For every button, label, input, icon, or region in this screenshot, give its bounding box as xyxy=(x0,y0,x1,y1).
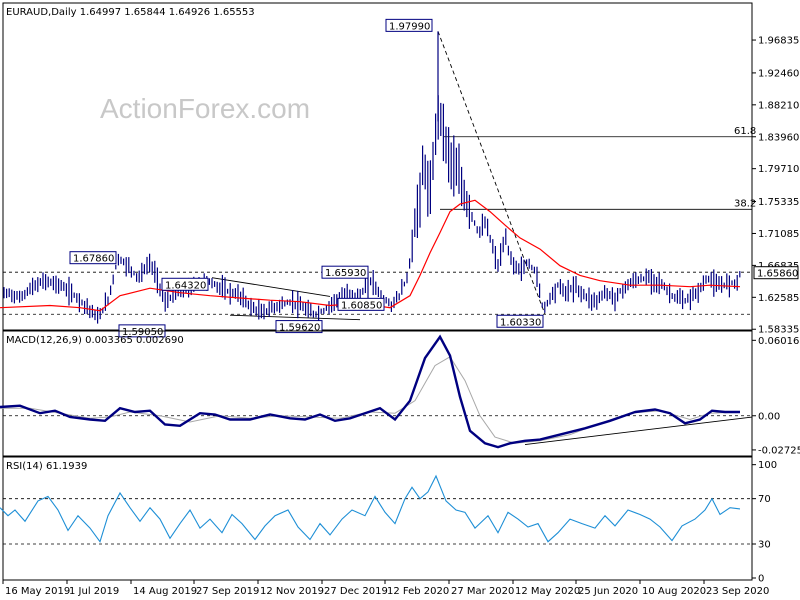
fib-label: 38.2 xyxy=(734,198,756,209)
price-tick-label: 1.83960 xyxy=(758,132,799,143)
rsi-title: RSI(14) 61.1939 xyxy=(6,461,87,472)
price-label-text: 1.60330 xyxy=(500,317,541,328)
price-tick-label: 1.92460 xyxy=(758,68,799,79)
macd-tick-label: -0.02725 xyxy=(758,445,800,456)
price-label-text: 1.60850 xyxy=(341,300,382,311)
price-tick-label: 1.71085 xyxy=(758,229,799,240)
x-tick-label: 14 Aug 2019 xyxy=(133,586,197,597)
rsi-line xyxy=(0,474,741,543)
rsi-pane: RSI(14) 61.1939 100 70 30 0 xyxy=(0,456,777,585)
macd-line xyxy=(0,334,740,449)
rsi-tick-label: 70 xyxy=(758,494,771,505)
macd-frame xyxy=(2,330,753,457)
x-tick-label: 16 May 2019 xyxy=(5,586,70,597)
moving-average-line xyxy=(0,199,741,312)
x-tick-label: 12 Feb 2020 xyxy=(387,586,449,597)
price-label-text: 1.59050 xyxy=(122,327,163,338)
price-label-box xyxy=(496,314,544,328)
fib-label: 61.8 xyxy=(734,126,756,137)
price-label-box xyxy=(337,297,385,311)
macd-pane: MACD(12,26,9) 0.003365 0.002690 0.060165 0… xyxy=(0,330,800,457)
x-tick-label: 12 Nov 2019 xyxy=(260,586,324,597)
x-tick-label: 27 Dec 2019 xyxy=(324,586,388,597)
price-label-box xyxy=(275,320,323,334)
price-tick-label: 1.88210 xyxy=(758,100,799,111)
price-label-text: 1.97990 xyxy=(389,21,430,32)
trendline xyxy=(437,31,546,315)
price-label-text: 1.64320 xyxy=(165,280,206,291)
price-tick-label: 1.96835 xyxy=(758,36,799,47)
price-frame xyxy=(2,2,753,331)
x-tick-label: 10 Aug 2020 xyxy=(642,586,706,597)
price-tick-label: 1.62585 xyxy=(758,293,799,304)
x-tick-label: 27 Mar 2020 xyxy=(451,586,514,597)
trendline xyxy=(229,314,361,321)
macd-title: MACD(12,26,9) 0.003365 0.002690 xyxy=(6,335,184,346)
price-label-box xyxy=(161,277,209,291)
price-tick-label: 1.79710 xyxy=(758,164,799,175)
price-label-text: 1.67860 xyxy=(73,254,114,265)
macd-signal-line xyxy=(0,356,741,444)
rsi-frame xyxy=(2,456,753,581)
macd-trendline xyxy=(524,416,753,446)
price-pane: ActionForex.com EURAUD,Daily 1.64997 1.65… xyxy=(0,2,799,338)
x-tick-label: 12 May 2020 xyxy=(515,586,580,597)
price-label-box xyxy=(321,265,369,279)
macd-tick-label: 0.060165 xyxy=(758,336,800,347)
rsi-tick-label: 100 xyxy=(758,460,777,471)
rsi-tick-label: 30 xyxy=(758,540,771,551)
price-label-text: 1.59620 xyxy=(279,323,320,334)
price-label-box xyxy=(385,18,433,32)
watermark: ActionForex.com xyxy=(100,93,310,124)
price-tick-label: 1.58335 xyxy=(758,325,799,336)
price-label-box xyxy=(69,251,117,265)
price-title: EURAUD,Daily 1.64997 1.65844 1.64926 1.6… xyxy=(6,7,255,18)
x-tick-label: 27 Sep 2019 xyxy=(196,586,259,597)
candles xyxy=(3,31,741,324)
last-price-text: 1.65860 xyxy=(757,269,798,280)
x-tick-label: 25 Jun 2020 xyxy=(578,586,638,597)
trendline xyxy=(211,277,331,297)
x-tick-label: 1 Jul 2019 xyxy=(69,586,119,597)
last-price-box xyxy=(753,266,799,280)
x-tick-label: 23 Sep 2020 xyxy=(706,586,769,597)
price-tick-label: 1.75335 xyxy=(758,197,799,208)
macd-tick-label: 0.00 xyxy=(758,411,780,422)
rsi-tick-label: 0 xyxy=(758,574,764,585)
price-label-text: 1.65930 xyxy=(325,268,366,279)
